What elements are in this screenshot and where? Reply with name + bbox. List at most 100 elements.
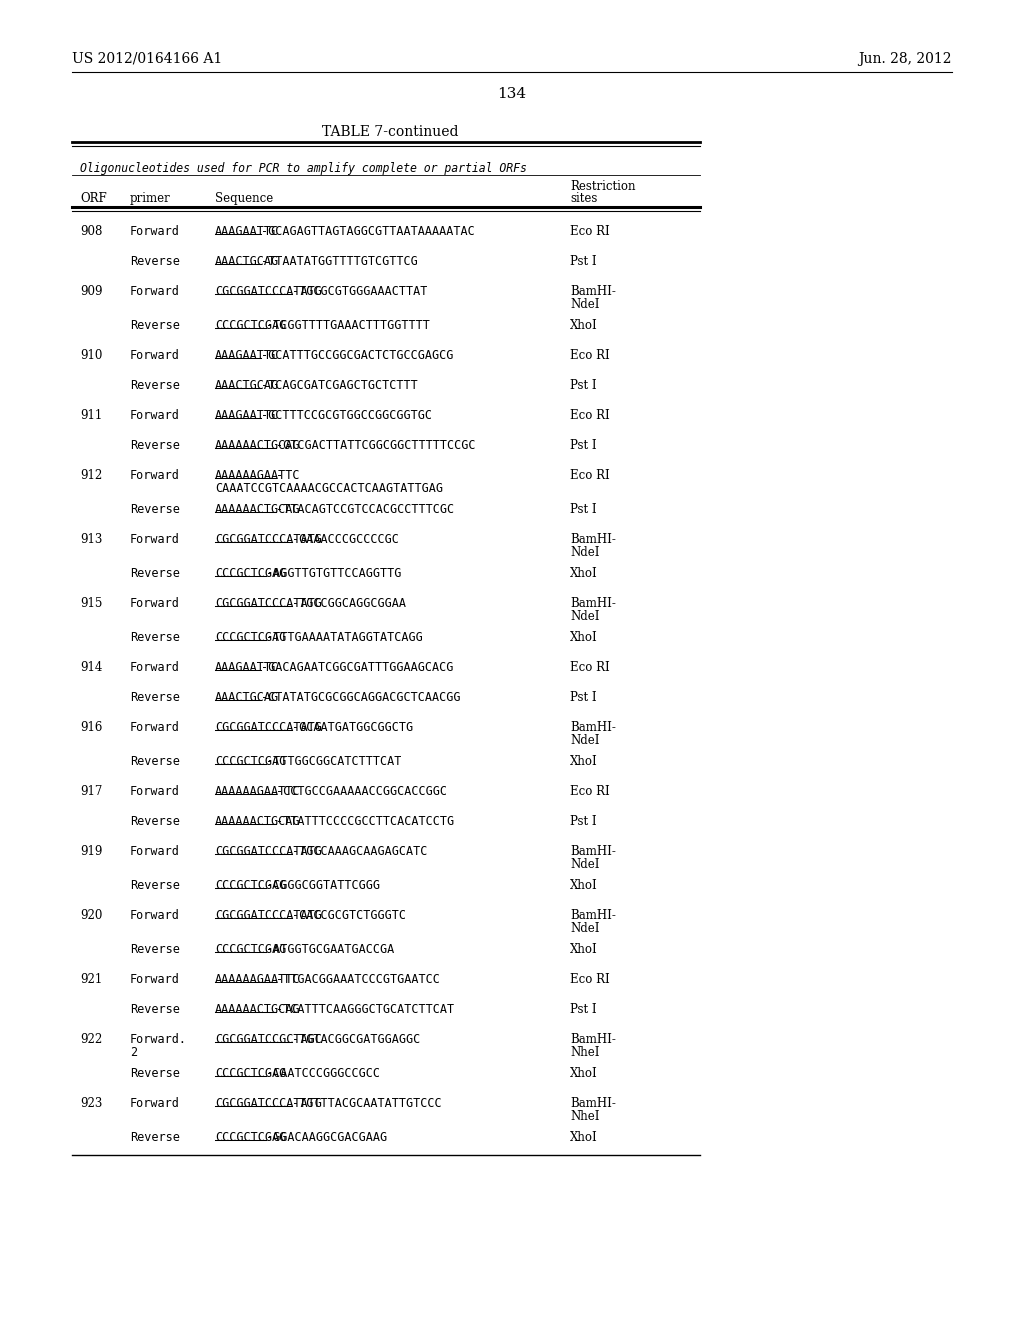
Text: AAAGAATTC: AAAGAATTC bbox=[215, 409, 280, 422]
Text: -ATGGTGCGAATGACCGA: -ATGGTGCGAATGACCGA bbox=[266, 942, 394, 956]
Text: CGCGGATCCGCTAGC: CGCGGATCCGCTAGC bbox=[215, 1034, 322, 1045]
Text: XhoI: XhoI bbox=[570, 319, 598, 333]
Text: XhoI: XhoI bbox=[570, 631, 598, 644]
Text: 922: 922 bbox=[80, 1034, 102, 1045]
Text: NdeI: NdeI bbox=[570, 298, 599, 312]
Text: BamHI-: BamHI- bbox=[570, 285, 615, 298]
Text: XhoI: XhoI bbox=[570, 568, 598, 579]
Text: CCCGCTCGAG: CCCGCTCGAG bbox=[215, 631, 287, 644]
Text: Reverse: Reverse bbox=[130, 503, 180, 516]
Text: XhoI: XhoI bbox=[570, 1067, 598, 1080]
Text: 2: 2 bbox=[130, 1045, 137, 1059]
Text: 923: 923 bbox=[80, 1097, 102, 1110]
Text: Forward: Forward bbox=[130, 469, 180, 482]
Text: Pst I: Pst I bbox=[570, 503, 597, 516]
Text: 921: 921 bbox=[80, 973, 102, 986]
Text: AAACTGCAG: AAACTGCAG bbox=[215, 690, 280, 704]
Text: Pst I: Pst I bbox=[570, 440, 597, 451]
Text: BamHI-: BamHI- bbox=[570, 597, 615, 610]
Text: -GGACAAGGCGACGAAG: -GGACAAGGCGACGAAG bbox=[266, 1131, 387, 1144]
Text: CCCGCTCGAG: CCCGCTCGAG bbox=[215, 879, 287, 892]
Text: AAAAAAGAATTC: AAAAAAGAATTC bbox=[215, 973, 300, 986]
Text: ORF: ORF bbox=[80, 191, 106, 205]
Text: Reverse: Reverse bbox=[130, 879, 180, 892]
Text: -TTTGGCGGCATCTTTCAT: -TTTGGCGGCATCTTTCAT bbox=[266, 755, 401, 768]
Text: TABLE 7-continued: TABLE 7-continued bbox=[322, 125, 459, 139]
Text: NdeI: NdeI bbox=[570, 858, 599, 871]
Text: Forward: Forward bbox=[130, 348, 180, 362]
Text: Reverse: Reverse bbox=[130, 379, 180, 392]
Text: Eco RI: Eco RI bbox=[570, 224, 609, 238]
Text: 913: 913 bbox=[80, 533, 102, 546]
Text: -TCGGTTTTGAAACTTTGGTTTT: -TCGGTTTTGAAACTTTGGTTTT bbox=[266, 319, 430, 333]
Text: NdeI: NdeI bbox=[570, 921, 599, 935]
Text: Forward: Forward bbox=[130, 721, 180, 734]
Text: Forward: Forward bbox=[130, 533, 180, 546]
Text: AAACTGCAG: AAACTGCAG bbox=[215, 255, 280, 268]
Text: -GCAGAGTTAGTAGGCGTTAATAAAAATAC: -GCAGAGTTAGTAGGCGTTAATAAAAATAC bbox=[261, 224, 475, 238]
Text: Reverse: Reverse bbox=[130, 755, 180, 768]
Text: NheI: NheI bbox=[570, 1045, 599, 1059]
Text: 919: 919 bbox=[80, 845, 102, 858]
Text: NdeI: NdeI bbox=[570, 546, 599, 558]
Text: Reverse: Reverse bbox=[130, 255, 180, 268]
Text: 914: 914 bbox=[80, 661, 102, 675]
Text: Reverse: Reverse bbox=[130, 1003, 180, 1016]
Text: Oligonucleotides used for PCR to amplify complete or partial ORFs: Oligonucleotides used for PCR to amplify… bbox=[80, 162, 527, 176]
Text: -GAAACCCGCCCCGC: -GAAACCCGCCCCGC bbox=[292, 533, 398, 546]
Text: Pst I: Pst I bbox=[570, 690, 597, 704]
Text: AAAGAATTC: AAAGAATTC bbox=[215, 348, 280, 362]
Text: Eco RI: Eco RI bbox=[570, 661, 609, 675]
Text: CGCGGATCCCATATG: CGCGGATCCCATATG bbox=[215, 597, 322, 610]
Text: 908: 908 bbox=[80, 224, 102, 238]
Text: CGCGGATCCCATATG: CGCGGATCCCATATG bbox=[215, 285, 322, 298]
Text: CGCGGATCCCATATG: CGCGGATCCCATATG bbox=[215, 845, 322, 858]
Text: -CACCGCGTCTGGGTC: -CACCGCGTCTGGGTC bbox=[292, 909, 406, 921]
Text: primer: primer bbox=[130, 191, 171, 205]
Text: -TTACAGTCCGTCCACGCCTTTCGC: -TTACAGTCCGTCCACGCCTTTCGC bbox=[276, 503, 455, 516]
Text: Restriction: Restriction bbox=[570, 180, 636, 193]
Text: NdeI: NdeI bbox=[570, 734, 599, 747]
Text: BamHI-: BamHI- bbox=[570, 909, 615, 921]
Text: Pst I: Pst I bbox=[570, 1003, 597, 1016]
Text: XhoI: XhoI bbox=[570, 1131, 598, 1144]
Text: -CAATCCCGGGCCGCC: -CAATCCCGGGCCGCC bbox=[266, 1067, 380, 1080]
Text: 910: 910 bbox=[80, 348, 102, 362]
Text: -GTCGACTTATTCGGCGGCTTTTTCCGC: -GTCGACTTATTCGGCGGCTTTTTCCGC bbox=[276, 440, 476, 451]
Text: BamHI-: BamHI- bbox=[570, 533, 615, 546]
Text: AAAAAACTGCAG: AAAAAACTGCAG bbox=[215, 503, 300, 516]
Text: NdeI: NdeI bbox=[570, 610, 599, 623]
Text: Eco RI: Eco RI bbox=[570, 469, 609, 482]
Text: -TGCGCGTGGGAAACTTAT: -TGCGCGTGGGAAACTTAT bbox=[292, 285, 427, 298]
Text: Reverse: Reverse bbox=[130, 631, 180, 644]
Text: CAAATCCGTCAAAACGCCACTCAAGTATTGAG: CAAATCCGTCAAAACGCCACTCAAGTATTGAG bbox=[215, 482, 443, 495]
Text: -GCTTTCCGCGTGGCCGGCGGTGC: -GCTTTCCGCGTGGCCGGCGGTGC bbox=[261, 409, 432, 422]
Text: Reverse: Reverse bbox=[130, 942, 180, 956]
Text: BamHI-: BamHI- bbox=[570, 1034, 615, 1045]
Text: 911: 911 bbox=[80, 409, 102, 422]
Text: CCCGCTCGAG: CCCGCTCGAG bbox=[215, 942, 287, 956]
Text: CCCGCTCGAG: CCCGCTCGAG bbox=[215, 1067, 287, 1080]
Text: Reverse: Reverse bbox=[130, 568, 180, 579]
Text: -TGCCAAAGCAAGAGCATC: -TGCCAAAGCAAGAGCATC bbox=[292, 845, 427, 858]
Text: Reverse: Reverse bbox=[130, 319, 180, 333]
Text: -: - bbox=[276, 469, 284, 482]
Text: AAACTGCAG: AAACTGCAG bbox=[215, 379, 280, 392]
Text: Jun. 28, 2012: Jun. 28, 2012 bbox=[858, 51, 952, 66]
Text: 912: 912 bbox=[80, 469, 102, 482]
Text: CGCGGATCCCATATG: CGCGGATCCCATATG bbox=[215, 909, 322, 921]
Text: XhoI: XhoI bbox=[570, 879, 598, 892]
Text: 920: 920 bbox=[80, 909, 102, 921]
Text: Pst I: Pst I bbox=[570, 379, 597, 392]
Text: 909: 909 bbox=[80, 285, 102, 298]
Text: AAAGAATTC: AAAGAATTC bbox=[215, 661, 280, 675]
Text: AAAAAAGAATTC: AAAAAAGAATTC bbox=[215, 785, 300, 799]
Text: CCCGCTCGAG: CCCGCTCGAG bbox=[215, 755, 287, 768]
Text: US 2012/0164166 A1: US 2012/0164166 A1 bbox=[72, 51, 222, 66]
Text: Eco RI: Eco RI bbox=[570, 409, 609, 422]
Text: Eco RI: Eco RI bbox=[570, 348, 609, 362]
Text: XhoI: XhoI bbox=[570, 942, 598, 956]
Text: Sequence: Sequence bbox=[215, 191, 273, 205]
Text: CCCGCTCGAG: CCCGCTCGAG bbox=[215, 319, 287, 333]
Text: -TGTACGGCGATGGAGGC: -TGTACGGCGATGGAGGC bbox=[292, 1034, 420, 1045]
